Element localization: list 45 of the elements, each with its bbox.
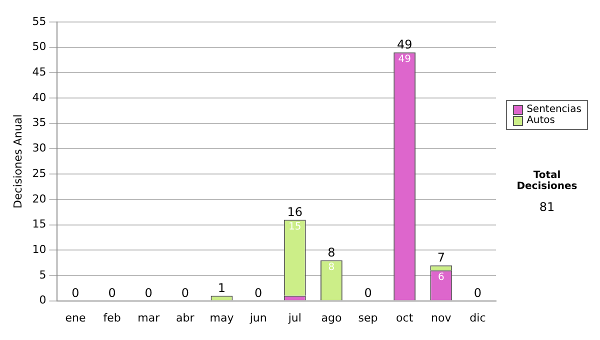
legend-label: Sentencias bbox=[526, 104, 582, 115]
total-label: 49 bbox=[396, 38, 412, 52]
data-label: 6 bbox=[438, 272, 444, 283]
y-tick-label: 20 bbox=[32, 192, 46, 206]
x-tick-label: may bbox=[210, 311, 234, 324]
x-tick-label: abr bbox=[176, 311, 195, 324]
y-axis-title: Decisiones Anual bbox=[11, 114, 24, 208]
y-tick-label: 55 bbox=[32, 14, 46, 28]
y-tick-label: 5 bbox=[39, 268, 46, 282]
y-tick-label: 45 bbox=[32, 66, 46, 79]
y-tick-label: 40 bbox=[32, 90, 46, 104]
text: Total Decisiones bbox=[516, 170, 578, 192]
x-tick-label: jul bbox=[287, 311, 302, 324]
x-tick-label: feb bbox=[103, 311, 121, 324]
legend-label: Autos bbox=[526, 115, 555, 126]
data-label: 15 bbox=[288, 221, 302, 232]
total-label: 8 bbox=[328, 245, 336, 260]
total-label: 0 bbox=[181, 286, 189, 300]
y-tick-label: 0 bbox=[39, 294, 46, 307]
y-tick-label: 30 bbox=[32, 142, 46, 155]
total-label: 0 bbox=[474, 286, 482, 300]
total-label: 7 bbox=[437, 250, 445, 264]
x-tick-label: sep bbox=[358, 311, 378, 324]
total-label: 16 bbox=[287, 204, 303, 219]
total-label: 0 bbox=[254, 286, 262, 300]
x-tick-label: ago bbox=[321, 311, 342, 324]
total-label: 0 bbox=[108, 286, 116, 300]
x-tick-label: dic bbox=[470, 311, 486, 324]
y-tick-label: 25 bbox=[32, 166, 46, 180]
x-tick-label: ene bbox=[65, 311, 86, 324]
total-label: 0 bbox=[364, 286, 372, 300]
data-label: 49 bbox=[398, 54, 411, 66]
data-label: 8 bbox=[328, 262, 335, 273]
x-tick-label: oct bbox=[396, 311, 414, 324]
y-tick-label: 10 bbox=[32, 242, 46, 256]
x-tick-label: nov bbox=[431, 311, 452, 324]
y-tick-label: 35 bbox=[32, 116, 46, 130]
y-tick-label: 50 bbox=[32, 40, 46, 54]
x-tick-label: mar bbox=[138, 311, 160, 324]
total-label: 0 bbox=[72, 286, 80, 300]
x-tick-label: jun bbox=[248, 311, 267, 324]
text: 81 bbox=[538, 200, 556, 214]
total-label: 0 bbox=[144, 286, 152, 300]
y-tick-label: 15 bbox=[32, 218, 46, 231]
total-label: 1 bbox=[218, 280, 226, 295]
